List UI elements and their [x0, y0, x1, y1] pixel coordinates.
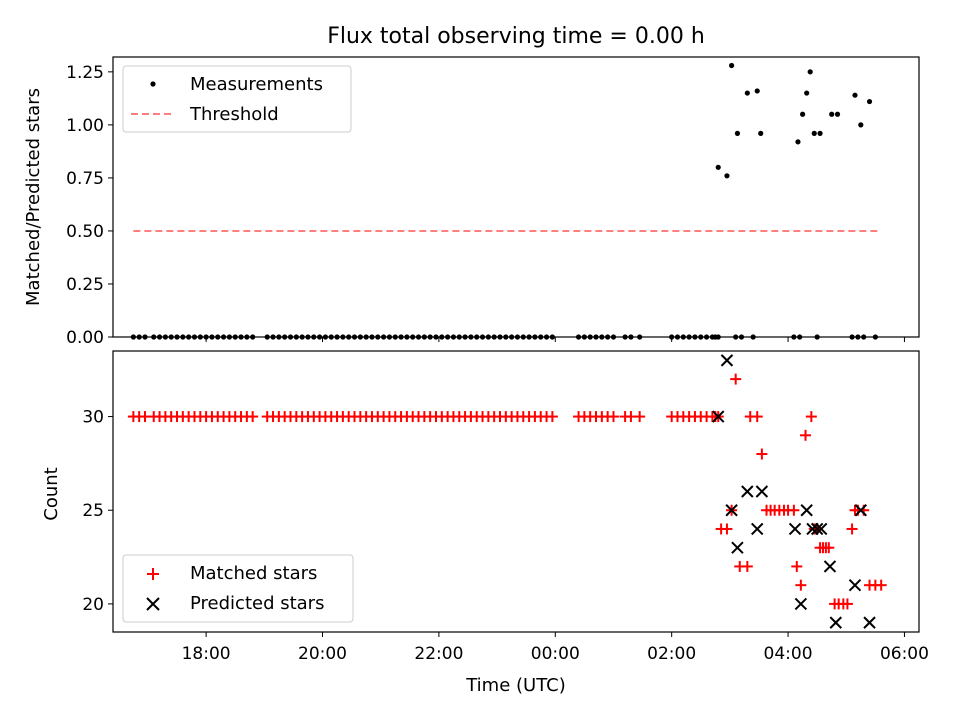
top-y-tick-label: 0.25 [66, 275, 104, 295]
predicted-star-point [720, 354, 734, 367]
predicted-star-point [751, 522, 764, 536]
top-y-tick-label: 0.50 [66, 222, 104, 242]
measurement-point [715, 164, 721, 170]
measurement-point [804, 90, 810, 96]
predicted-star-point [848, 578, 862, 592]
top-y-axis-label: Matched/Predicted stars [23, 88, 44, 306]
measurement-point [734, 130, 741, 136]
bottom-x-tick-label: 00:00 [531, 644, 580, 664]
predicted-star-point [829, 616, 842, 629]
matched-star-point [756, 448, 768, 460]
bottom-y-tick-label: 20 [82, 595, 104, 615]
bottom-x-tick-label: 06:00 [880, 644, 929, 664]
legend-threshold-label: Threshold [189, 104, 279, 125]
matched-star-point [730, 373, 742, 385]
bottom-x-tick-label: 22:00 [414, 644, 463, 664]
predicted-star-point [731, 541, 744, 554]
legend-matched-label: Matched stars [190, 563, 317, 584]
matched-star-point [791, 560, 803, 572]
measurement-point [795, 139, 801, 145]
measurement-point [817, 130, 823, 136]
bottom-y-axis-label: Count [41, 467, 62, 520]
measurement-point [811, 130, 817, 136]
predicted-star-point [815, 522, 828, 536]
measurement-point [852, 92, 858, 98]
measurement-point [858, 122, 864, 128]
top-y-tick-label: 0.00 [66, 328, 104, 348]
measurement-point [754, 88, 760, 94]
top-y-tick-label: 1.00 [66, 116, 104, 136]
predicted-star-point [823, 560, 837, 573]
bottom-x-tick-label: 04:00 [764, 644, 813, 664]
predicted-star-point [741, 485, 754, 498]
measurement-point [866, 98, 873, 105]
measurement-point [807, 69, 813, 75]
measurement-point [800, 111, 806, 117]
matched-star-point [634, 411, 646, 423]
bottom-y-tick-label: 30 [82, 408, 104, 428]
matched-star-point [805, 411, 817, 423]
measurement-point [834, 111, 841, 117]
predicted-star-point [788, 522, 802, 536]
top-axes-frame [112, 56, 920, 338]
matched-star-point [846, 523, 858, 535]
measurement-point [744, 90, 750, 96]
bottom-x-axis-label: Time (UTC) [465, 675, 566, 696]
matched-star-point [607, 411, 619, 423]
predicted-star-point [854, 504, 868, 517]
matched-star-point [795, 579, 807, 591]
top-chart-title: Flux total observing time = 0.00 h [327, 24, 705, 49]
bottom-y-tick-label: 25 [82, 501, 104, 521]
predicted-star-point [863, 616, 876, 629]
top-plot-area [130, 62, 879, 340]
predicted-star-point [755, 485, 769, 498]
measurement-point [829, 111, 835, 117]
predicted-star-point [810, 522, 824, 536]
legend-predicted-label: Predicted stars [190, 593, 324, 614]
bottom-legend: Matched stars Predicted stars [122, 554, 354, 623]
matched-star-point [800, 429, 812, 441]
predicted-star-point [794, 597, 808, 611]
matched-star-point [823, 542, 835, 554]
top-legend: Measurements Threshold [122, 65, 352, 133]
legend-measurements-marker [150, 81, 156, 87]
legend-measurements-label: Measurements [190, 74, 323, 95]
matched-star-point [841, 598, 853, 610]
measurement-point [724, 173, 730, 179]
matched-star-point [788, 504, 800, 516]
predicted-star-point [725, 504, 738, 517]
bottom-plot-area [127, 354, 887, 629]
matched-star-point [546, 411, 558, 423]
bottom-x-tick-label: 20:00 [298, 644, 347, 664]
matched-star-point [751, 411, 763, 423]
measurement-point [729, 62, 735, 69]
bottom-x-tick-label: 18:00 [182, 644, 231, 664]
legend-matched-marker [147, 568, 159, 580]
predicted-star-point [712, 410, 725, 423]
bottom-axes-frame [112, 350, 920, 633]
bottom-x-tick-label: 02:00 [647, 644, 696, 664]
top-y-tick-label: 1.25 [66, 63, 104, 83]
matched-star-point [721, 523, 733, 535]
top-y-tick-label: 0.75 [66, 169, 104, 189]
measurement-point [758, 130, 764, 136]
predicted-star-point [800, 504, 813, 517]
matched-star-point [247, 411, 259, 423]
matched-star-point [741, 560, 753, 572]
legend-predicted-marker [146, 597, 160, 611]
matched-star-point [875, 579, 887, 591]
